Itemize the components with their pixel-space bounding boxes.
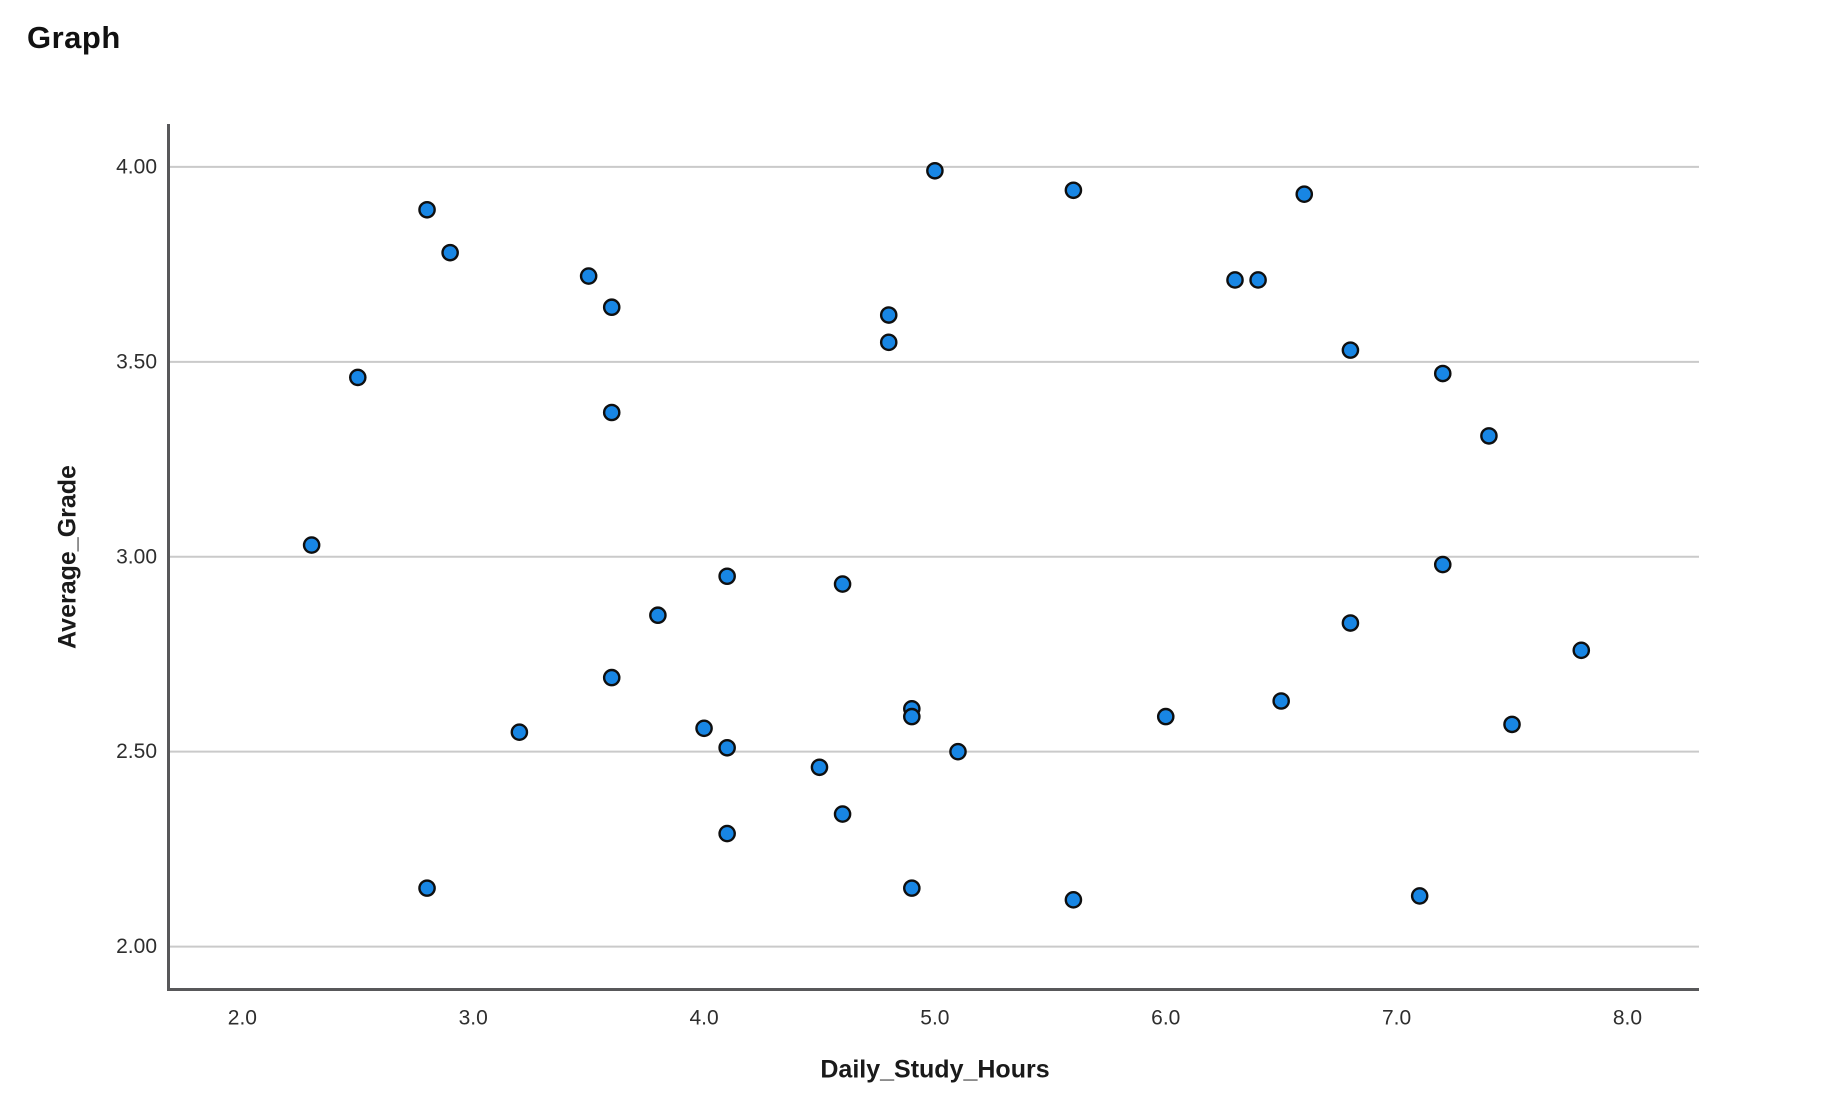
data-point — [810, 758, 829, 777]
x-tick-label: 7.0 — [1382, 1007, 1411, 1030]
data-point — [348, 368, 367, 387]
data-point — [602, 403, 621, 422]
data-point — [1572, 641, 1591, 660]
data-point — [718, 824, 736, 843]
data-point — [949, 742, 967, 761]
data-point — [1503, 715, 1521, 734]
data-point — [510, 723, 529, 741]
x-tick-label: 5.0 — [920, 1007, 949, 1030]
data-point — [833, 805, 852, 823]
data-point — [1226, 271, 1244, 289]
data-point — [1410, 887, 1429, 905]
data-point — [1341, 614, 1360, 632]
data-point — [695, 719, 713, 738]
data-point — [1480, 427, 1498, 445]
x-tick-label: 6.0 — [1151, 1007, 1180, 1030]
y-axis-title: Average_Grade — [53, 465, 82, 649]
data-point — [602, 298, 621, 317]
data-point — [833, 575, 852, 593]
data-point — [879, 306, 898, 324]
data-point — [1433, 555, 1452, 574]
data-point — [1433, 364, 1452, 383]
x-tick-label: 2.0 — [228, 1007, 257, 1030]
y-tick-label: 2.00 — [116, 935, 157, 958]
data-point — [718, 567, 736, 586]
y-tick-label: 3.00 — [116, 545, 157, 568]
data-point — [302, 536, 321, 554]
data-point — [649, 606, 667, 625]
data-point — [602, 668, 621, 687]
chart-title: Graph — [27, 20, 121, 55]
data-point — [718, 738, 736, 757]
x-axis-title: Daily_Study_Hours — [820, 1055, 1050, 1084]
data-point — [926, 161, 944, 180]
data-point — [1064, 891, 1083, 909]
data-point — [418, 200, 436, 219]
y-tick-label: 3.50 — [116, 350, 157, 373]
data-point — [879, 333, 898, 352]
data-point — [903, 879, 921, 897]
y-tick-label: 2.50 — [116, 740, 157, 763]
data-point — [1064, 181, 1083, 200]
x-tick-label: 4.0 — [689, 1007, 718, 1030]
data-point — [418, 879, 436, 897]
data-point — [1295, 185, 1314, 203]
x-tick-label: 3.0 — [459, 1007, 488, 1030]
data-point — [903, 707, 921, 726]
data-point — [1249, 271, 1267, 289]
data-point — [441, 243, 459, 262]
x-tick-label: 8.0 — [1613, 1007, 1642, 1030]
data-point — [1341, 341, 1360, 359]
data-point — [1156, 707, 1175, 726]
data-point — [1272, 692, 1290, 710]
data-point — [579, 267, 598, 285]
y-tick-label: 4.00 — [116, 155, 157, 178]
